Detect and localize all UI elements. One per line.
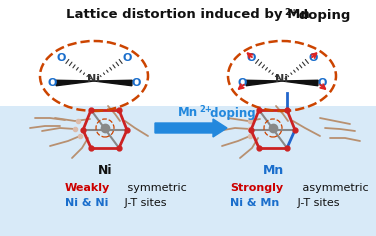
Text: Strongly: Strongly bbox=[230, 183, 283, 193]
Text: 2+: 2+ bbox=[284, 8, 298, 17]
Text: O: O bbox=[131, 78, 141, 88]
Text: O: O bbox=[237, 78, 247, 88]
Text: O: O bbox=[246, 53, 256, 63]
Text: Mn: Mn bbox=[178, 106, 198, 119]
Polygon shape bbox=[282, 80, 318, 86]
Text: J-T sites: J-T sites bbox=[121, 198, 167, 208]
Text: 2+: 2+ bbox=[199, 105, 212, 114]
Text: Ni: Ni bbox=[98, 164, 112, 177]
Bar bbox=[0, 106, 376, 236]
Polygon shape bbox=[94, 80, 132, 86]
Text: Ni & Mn: Ni & Mn bbox=[230, 198, 279, 208]
Text: Ni & Ni: Ni & Ni bbox=[65, 198, 108, 208]
Text: doping: doping bbox=[206, 106, 256, 119]
Text: O: O bbox=[317, 78, 327, 88]
Text: Weakly: Weakly bbox=[65, 183, 110, 193]
Polygon shape bbox=[56, 80, 94, 86]
Text: O: O bbox=[122, 53, 132, 63]
Text: Ni: Ni bbox=[88, 74, 100, 84]
Text: symmetric: symmetric bbox=[124, 183, 186, 193]
Text: J-T sites: J-T sites bbox=[294, 198, 340, 208]
Text: O: O bbox=[47, 78, 57, 88]
FancyArrow shape bbox=[155, 119, 227, 137]
Text: Mn: Mn bbox=[262, 164, 284, 177]
Text: O: O bbox=[308, 53, 318, 63]
Text: doping: doping bbox=[294, 9, 350, 22]
Polygon shape bbox=[246, 80, 282, 86]
Text: Ni: Ni bbox=[276, 74, 288, 84]
Text: Lattice distortion induced by Mn: Lattice distortion induced by Mn bbox=[66, 8, 310, 21]
Text: asymmetric: asymmetric bbox=[299, 183, 368, 193]
Text: O: O bbox=[56, 53, 66, 63]
